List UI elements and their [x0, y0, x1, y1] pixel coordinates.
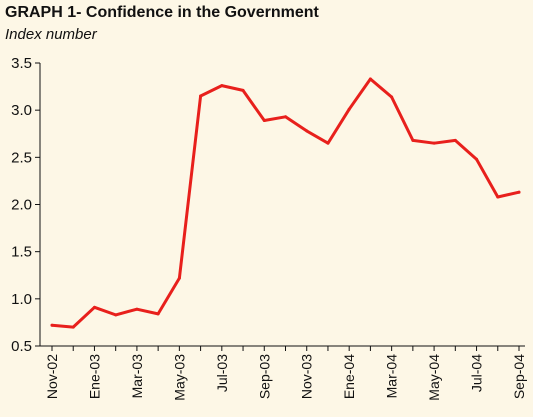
data-point: [114, 313, 118, 317]
data-point: [71, 325, 75, 329]
data-point: [517, 190, 521, 194]
data-point: [92, 305, 96, 309]
data-point: [411, 138, 415, 142]
data-point: [368, 77, 372, 81]
x-tick-label: May-03: [171, 354, 187, 401]
data-point: [432, 141, 436, 145]
y-tick-label: 3.0: [11, 102, 32, 119]
y-tick-label: 0.5: [11, 338, 32, 355]
data-point: [326, 141, 330, 145]
x-tick-label: Jul-03: [214, 354, 230, 392]
x-tick-label: Mar-03: [129, 354, 145, 399]
x-axis-ticks: Nov-02 Ene-03 Mar-03 May-03 Jul-03 Sep-03 Nov-…: [44, 346, 527, 401]
y-tick-label: 3.5: [11, 55, 32, 72]
data-point: [135, 307, 139, 311]
chart-title: GRAPH 1- Confidence in the Government: [5, 4, 319, 21]
data-point: [453, 138, 457, 142]
data-point: [199, 94, 203, 98]
data-point: [347, 107, 351, 111]
y-tick-label: 2.5: [11, 149, 32, 166]
x-tick-label: Nov-03: [299, 354, 315, 399]
y-tick-label: 1.5: [11, 244, 32, 261]
x-tick-label: Jul-04: [469, 354, 485, 392]
y-axis-ticks: 3.5 3.0 2.5 2.0 1.5 1.0 0.5: [11, 55, 40, 355]
x-tick-label: Sep-03: [256, 354, 272, 399]
x-tick-label: May-04: [426, 354, 442, 401]
data-point: [390, 95, 394, 99]
data-point: [156, 312, 160, 316]
data-point: [496, 195, 500, 199]
chart-axes: [39, 63, 525, 347]
x-tick-label: Mar-04: [384, 354, 400, 399]
data-point: [262, 119, 266, 123]
x-tick-label: Nov-02: [44, 354, 60, 399]
series-group: [50, 77, 521, 329]
chart-subtitle: Index number: [5, 26, 97, 43]
x-tick-label: Ene-03: [86, 354, 102, 399]
data-point: [177, 276, 181, 280]
y-tick-label: 1.0: [11, 291, 32, 308]
data-point: [50, 323, 54, 327]
y-tick-label: 2.0: [11, 197, 32, 214]
data-point: [284, 115, 287, 119]
x-tick-label: Sep-04: [511, 354, 527, 399]
data-point: [475, 157, 479, 161]
data-point: [305, 129, 309, 133]
data-point: [241, 88, 245, 92]
x-tick-label: Ene-04: [341, 354, 357, 399]
data-point: [220, 84, 224, 88]
